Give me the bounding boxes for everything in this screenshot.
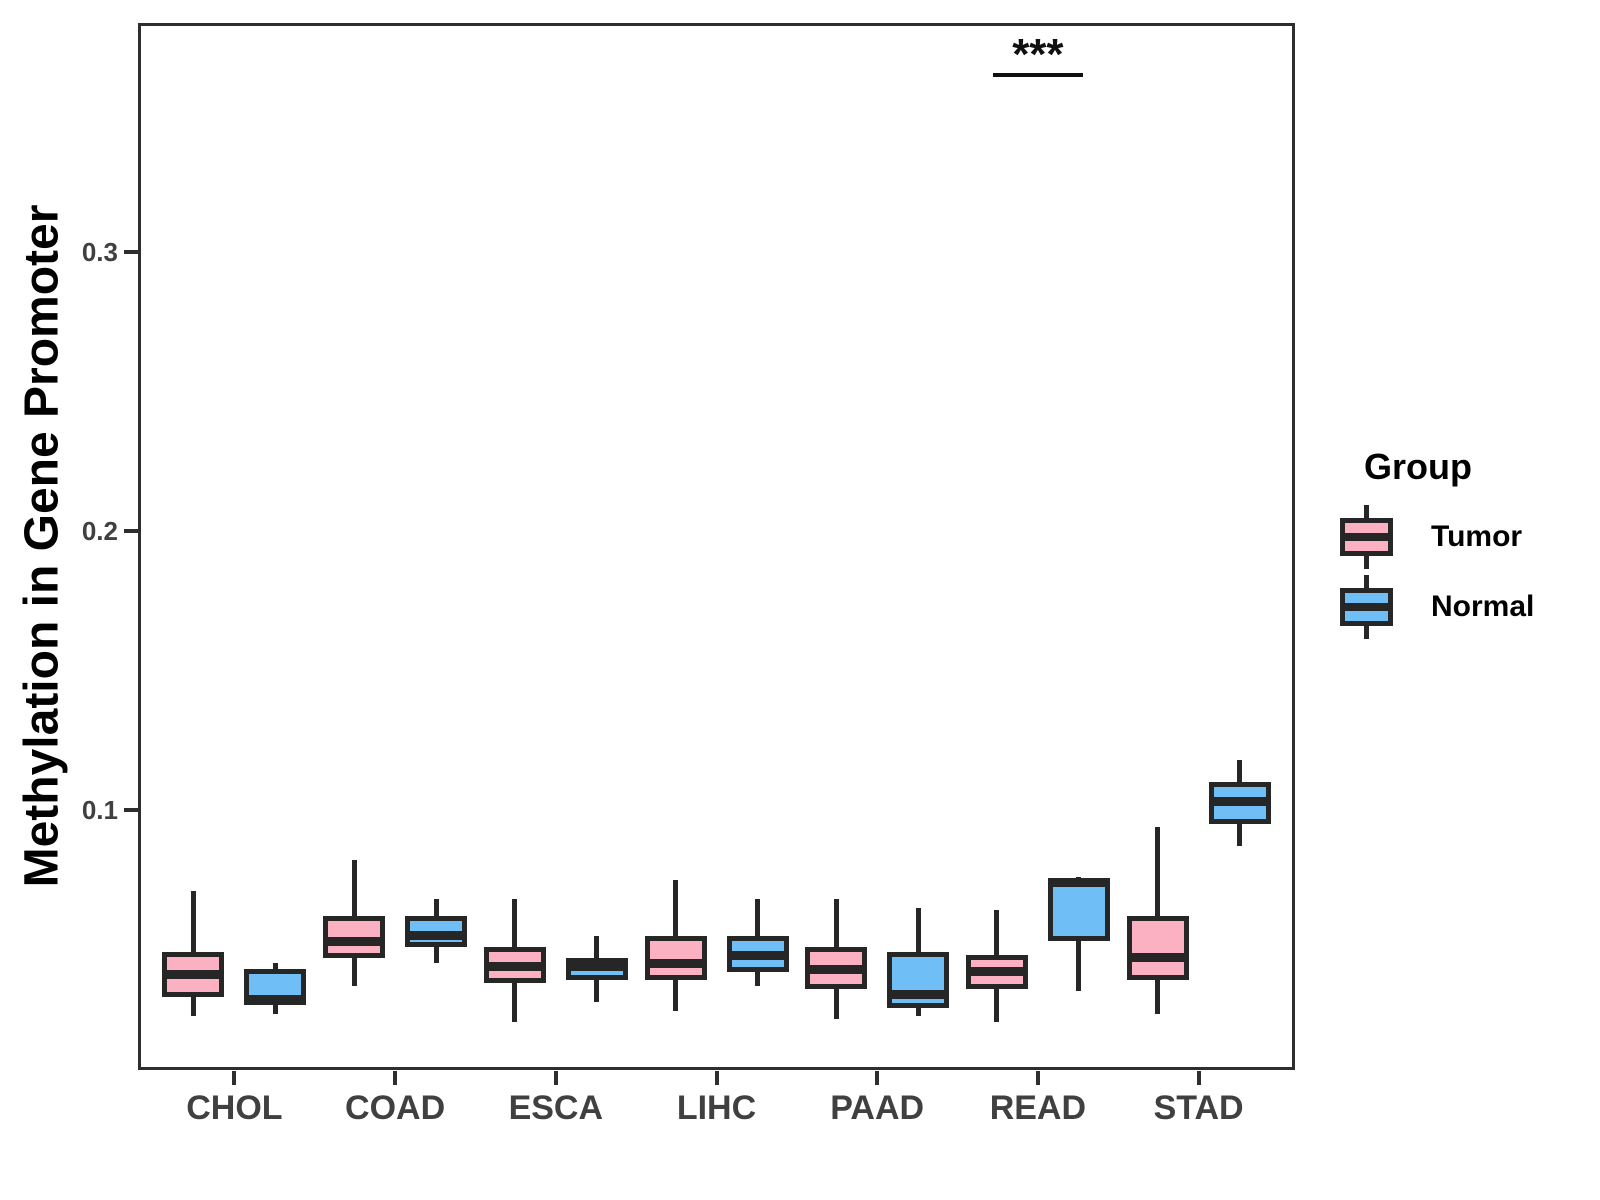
- x-tick: [875, 1071, 880, 1085]
- box-paad-normal: [887, 952, 950, 1009]
- x-axis-label-stad: STAD: [1153, 1089, 1244, 1127]
- legend-entries: Tumor Normal: [1340, 502, 1534, 642]
- y-tick-label: 0.3: [81, 237, 118, 268]
- x-tick: [393, 1071, 398, 1085]
- box-median: [887, 989, 950, 999]
- x-tick: [1196, 1071, 1201, 1085]
- legend: Group Tumor Normal: [1340, 446, 1534, 642]
- box-median: [1047, 878, 1110, 888]
- x-axis-label-lihc: LIHC: [676, 1089, 757, 1127]
- box-median: [565, 961, 628, 971]
- box-median: [1126, 953, 1189, 963]
- box-median: [1208, 797, 1271, 807]
- significance-label: ***: [1012, 30, 1064, 80]
- y-tick-label: 0.1: [81, 794, 118, 825]
- x-axis-label-coad: COAD: [345, 1089, 446, 1127]
- legend-entry-tumor: Tumor: [1340, 502, 1534, 572]
- box-median: [644, 958, 707, 968]
- box-median: [965, 967, 1028, 977]
- box-median: [483, 961, 546, 971]
- legend-label: Normal: [1431, 590, 1535, 623]
- legend-title: Group: [1364, 446, 1472, 487]
- y-tick: [124, 807, 138, 812]
- legend-entry-normal: Normal: [1340, 572, 1534, 642]
- x-axis-label-chol: CHOL: [186, 1089, 283, 1127]
- x-axis-label-read: READ: [989, 1089, 1087, 1127]
- y-tick: [124, 529, 138, 534]
- box-median: [405, 931, 468, 941]
- legend-glyph-tumor: [1340, 505, 1393, 569]
- y-tick: [124, 250, 138, 255]
- box-median: [162, 970, 225, 980]
- x-tick: [714, 1071, 719, 1085]
- x-axis-label-esca: ESCA: [508, 1089, 604, 1127]
- significance-line: [992, 73, 1083, 78]
- x-axis-label-paad: PAAD: [830, 1089, 925, 1127]
- legend-label: Tumor: [1431, 520, 1523, 553]
- box-median: [726, 950, 789, 960]
- plot-panel: [138, 23, 1295, 1070]
- y-tick-label: 0.2: [81, 516, 118, 547]
- box-median: [323, 936, 386, 946]
- x-tick: [553, 1071, 558, 1085]
- x-tick: [1035, 1071, 1040, 1085]
- box-stad-tumor: [1126, 916, 1189, 981]
- box-lihc-tumor: [644, 935, 707, 981]
- boxplot-glyph-median: [1340, 533, 1393, 541]
- x-tick: [232, 1071, 237, 1085]
- box-read-normal: [1047, 878, 1110, 942]
- boxplot-glyph-median: [1340, 603, 1393, 611]
- box-median: [244, 995, 307, 1005]
- box-median: [805, 964, 868, 974]
- legend-glyph-normal: [1340, 575, 1393, 639]
